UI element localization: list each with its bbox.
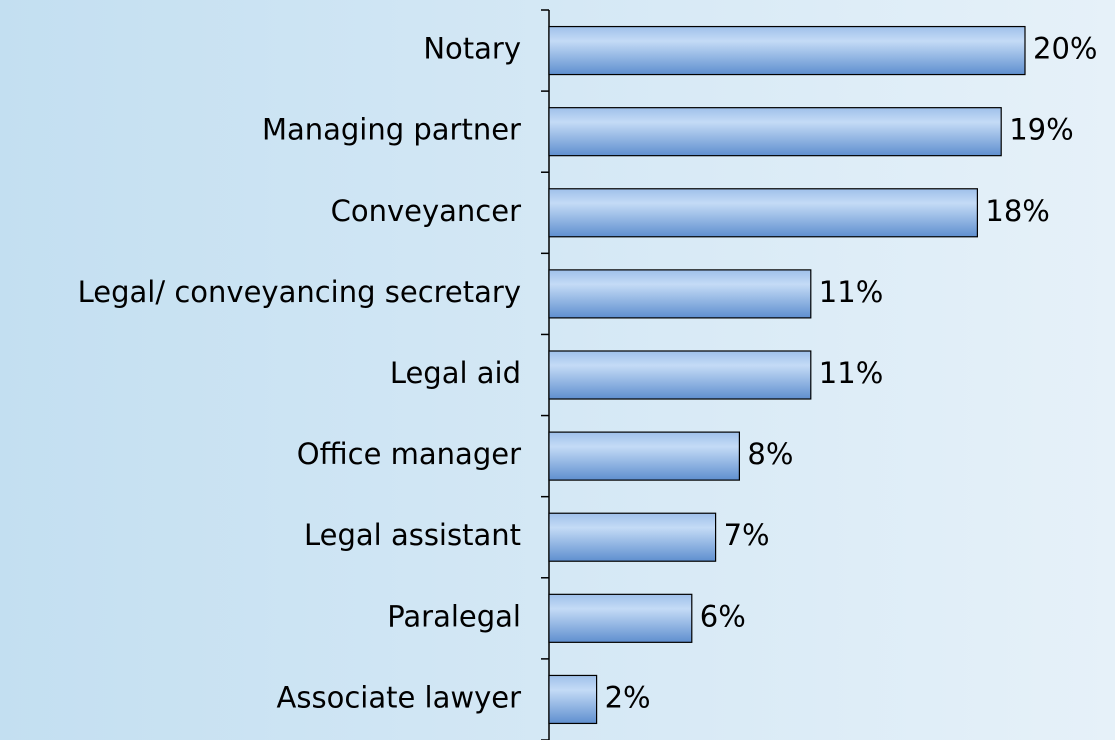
category-label: Managing partner: [262, 113, 521, 147]
value-label: 6%: [700, 599, 746, 633]
category-label: Notary: [423, 32, 521, 66]
bar: [548, 188, 978, 238]
category-label: Paralegal: [387, 599, 521, 633]
value-label: 20%: [1033, 32, 1097, 66]
category-label: Associate lawyer: [277, 680, 522, 714]
bar: [548, 593, 693, 643]
value-label: 7%: [724, 518, 770, 552]
category-label: Legal aid: [390, 356, 521, 390]
bar: [548, 107, 1002, 157]
value-label: 2%: [605, 680, 651, 714]
value-label: 11%: [819, 356, 883, 390]
bar: [548, 431, 740, 481]
category-label: Legal/ conveyancing secretary: [78, 275, 521, 309]
bar: [548, 512, 717, 562]
bar: [548, 674, 598, 725]
bar: [548, 269, 812, 319]
category-label: Conveyancer: [331, 194, 521, 228]
value-label: 8%: [747, 437, 793, 471]
value-label: 11%: [819, 275, 883, 309]
value-label: 19%: [1009, 113, 1073, 147]
bar: [548, 350, 812, 400]
bar: [548, 25, 1026, 76]
category-label: Office manager: [297, 437, 521, 471]
value-label: 18%: [985, 194, 1049, 228]
category-label: Legal assistant: [304, 518, 521, 552]
